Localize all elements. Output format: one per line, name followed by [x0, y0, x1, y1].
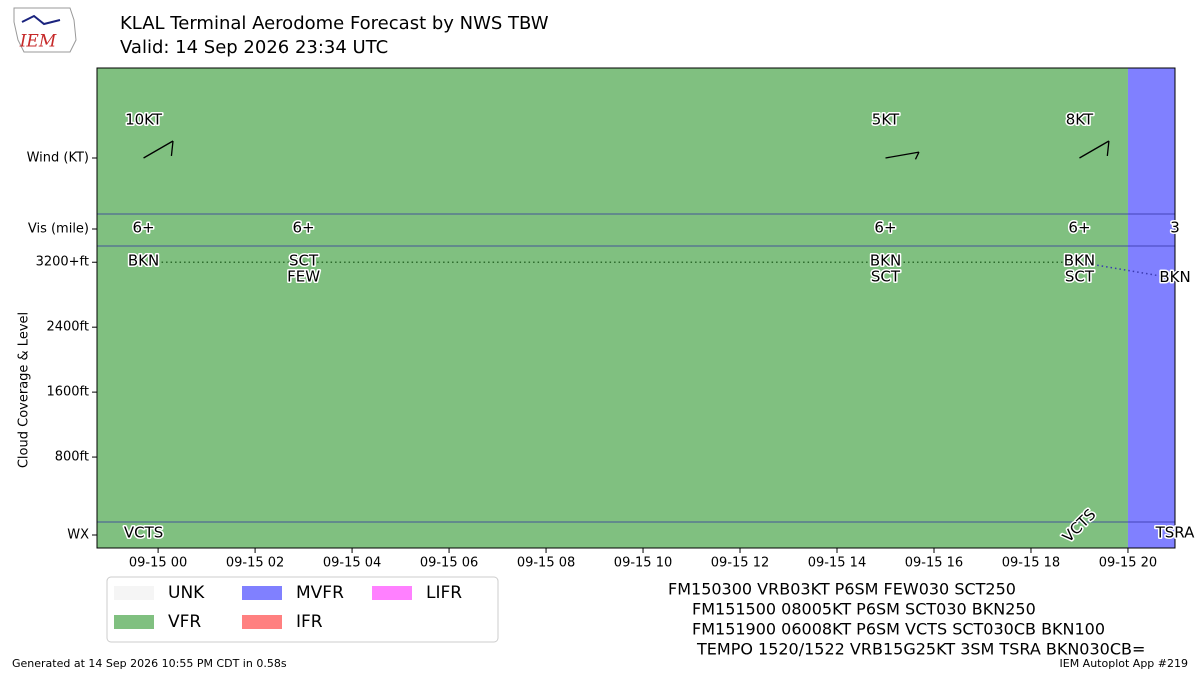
x-tick-label: 09-15 00 — [129, 556, 187, 571]
x-tick-label: 09-15 12 — [711, 556, 769, 571]
row-label: Wind (KT) — [27, 151, 89, 166]
row-label: WX — [67, 528, 89, 543]
cloud-label: BKN — [870, 252, 901, 270]
y-axis-label: Cloud Coverage & Level — [17, 312, 32, 468]
visibility-label: 3 — [1170, 219, 1180, 237]
x-tick-label: 09-15 16 — [905, 556, 963, 571]
y-tick-label: 2400ft — [46, 320, 89, 335]
weather-label: VCTS — [124, 524, 163, 542]
visibility-label: 6+ — [132, 219, 154, 237]
x-tick-label: 09-15 04 — [323, 556, 381, 571]
legend-label: VFR — [168, 612, 201, 632]
wind-barb — [143, 140, 174, 159]
wind-barb — [885, 151, 920, 159]
wind-barb — [1079, 140, 1110, 159]
logo: IEM — [13, 7, 77, 53]
cloud-label: SCT — [289, 252, 319, 270]
cloud-label: BKN — [128, 252, 159, 270]
footer-right: IEM Autoplot App #219 — [1060, 657, 1189, 670]
flight-category-band — [97, 68, 1128, 548]
legend-swatch — [372, 586, 412, 600]
wind-label: 10KT — [125, 111, 163, 129]
flight-category-band — [1127, 68, 1175, 548]
legend-swatch — [114, 586, 154, 600]
x-tick-label: 09-15 18 — [1002, 556, 1060, 571]
taf-line: TEMPO 1520/1522 VRB15G25KT 3SM TSRA BKN0… — [696, 640, 1145, 659]
cloud-label: BKN — [1064, 252, 1095, 270]
visibility-label: 6+ — [874, 219, 896, 237]
x-tick-label: 09-15 06 — [420, 556, 478, 571]
legend-label: IFR — [296, 612, 323, 632]
row-label: Vis (mile) — [28, 222, 89, 237]
x-tick-label: 09-15 08 — [517, 556, 575, 571]
y-tick-label: 3200+ft — [36, 255, 89, 270]
chart-title: KLAL Terminal Aerodome Forecast by NWS T… — [120, 13, 549, 34]
cloud-label: SCT — [871, 268, 901, 286]
cloud-label: FEW — [287, 268, 320, 286]
y-tick-label: 800ft — [55, 450, 89, 465]
legend-label: LIFR — [426, 583, 462, 603]
taf-line: FM151900 06008KT P6SM VCTS SCT030CB BKN1… — [692, 620, 1105, 639]
visibility-label: 6+ — [293, 219, 315, 237]
legend-label: UNK — [168, 583, 205, 603]
legend-swatch — [242, 615, 282, 629]
legend-label: MVFR — [296, 583, 344, 603]
wind-barb-flag — [170, 140, 174, 156]
x-tick-label: 09-15 10 — [614, 556, 672, 571]
legend-swatch — [114, 615, 154, 629]
x-tick-label: 09-15 02 — [226, 556, 284, 571]
taf-line: FM150300 VRB03KT P6SM FEW030 SCT250 — [668, 580, 1016, 599]
x-tick-label: 09-15 20 — [1099, 556, 1157, 571]
visibility-label: 6+ — [1068, 219, 1090, 237]
taf-line: FM151500 08005KT P6SM SCT030 BKN250 — [692, 600, 1036, 619]
logo-text: IEM — [19, 32, 57, 52]
wind-label: 5KT — [872, 111, 900, 129]
wind-label: 8KT — [1066, 111, 1094, 129]
chart-subtitle: Valid: 14 Sep 2026 23:34 UTC — [120, 37, 388, 58]
weather-label: TSRA — [1155, 524, 1195, 542]
footer-left: Generated at 14 Sep 2026 10:55 PM CDT in… — [12, 657, 287, 670]
cloud-label: SCT — [1065, 268, 1095, 286]
cloud-label: BKN — [1159, 268, 1190, 286]
legend-swatch — [242, 586, 282, 600]
plot-frame — [96, 67, 1176, 549]
wind-barb-flag — [914, 151, 920, 160]
x-tick-label: 09-15 14 — [808, 556, 866, 571]
wind-barb-flag — [1106, 140, 1110, 156]
y-tick-label: 1600ft — [46, 385, 89, 400]
